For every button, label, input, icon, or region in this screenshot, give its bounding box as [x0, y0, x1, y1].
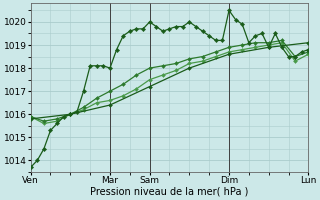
X-axis label: Pression niveau de la mer( hPa ): Pression niveau de la mer( hPa ): [90, 187, 249, 197]
